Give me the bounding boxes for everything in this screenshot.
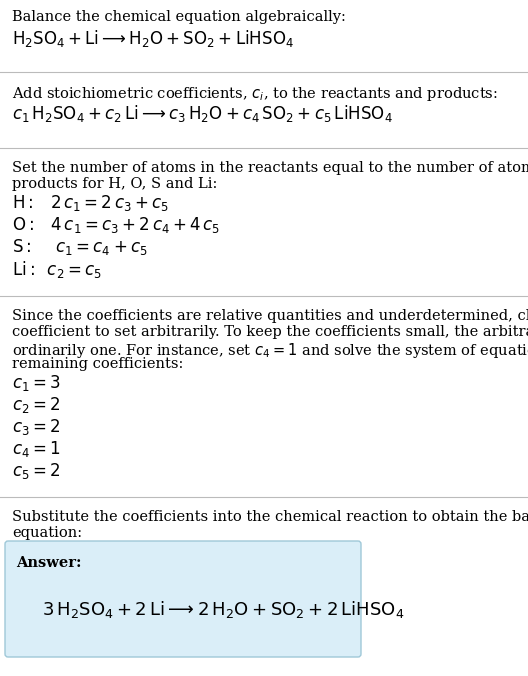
Text: Add stoichiometric coefficients, $c_i$, to the reactants and products:: Add stoichiometric coefficients, $c_i$, … [12, 85, 498, 103]
Text: products for H, O, S and Li:: products for H, O, S and Li: [12, 177, 218, 191]
Text: $c_3 = 2$: $c_3 = 2$ [12, 417, 60, 437]
Text: Balance the chemical equation algebraically:: Balance the chemical equation algebraica… [12, 10, 346, 24]
Text: $\mathrm{Li:}\;\; c_2 = c_5$: $\mathrm{Li:}\;\; c_2 = c_5$ [12, 259, 102, 280]
Text: $3\,\mathrm{H_2SO_4} + 2\,\mathrm{Li} \longrightarrow 2\,\mathrm{H_2O} + \mathrm: $3\,\mathrm{H_2SO_4} + 2\,\mathrm{Li} \l… [42, 599, 404, 620]
Text: remaining coefficients:: remaining coefficients: [12, 357, 183, 371]
Text: coefficient to set arbitrarily. To keep the coefficients small, the arbitrary va: coefficient to set arbitrarily. To keep … [12, 325, 528, 339]
FancyBboxPatch shape [5, 541, 361, 657]
Text: $\mathrm{O:}\;\;\; 4\,c_1 = c_3 + 2\,c_4 + 4\,c_5$: $\mathrm{O:}\;\;\; 4\,c_1 = c_3 + 2\,c_4… [12, 215, 220, 235]
Text: ordinarily one. For instance, set $c_4 = 1$ and solve the system of equations fo: ordinarily one. For instance, set $c_4 =… [12, 341, 528, 360]
Text: equation:: equation: [12, 526, 82, 540]
Text: $\mathrm{H:}\;\;\; 2\,c_1 = 2\,c_3 + c_5$: $\mathrm{H:}\;\;\; 2\,c_1 = 2\,c_3 + c_5… [12, 193, 169, 213]
Text: $\mathrm{S:}\;\quad c_1 = c_4 + c_5$: $\mathrm{S:}\;\quad c_1 = c_4 + c_5$ [12, 237, 148, 257]
Text: Answer:: Answer: [16, 556, 81, 570]
Text: $c_1 = 3$: $c_1 = 3$ [12, 373, 61, 393]
Text: $c_5 = 2$: $c_5 = 2$ [12, 461, 60, 481]
Text: Set the number of atoms in the reactants equal to the number of atoms in the: Set the number of atoms in the reactants… [12, 161, 528, 175]
Text: $c_1\,\mathrm{H_2SO_4} + c_2\,\mathrm{Li} \longrightarrow c_3\,\mathrm{H_2O} + c: $c_1\,\mathrm{H_2SO_4} + c_2\,\mathrm{Li… [12, 103, 393, 124]
Text: Substitute the coefficients into the chemical reaction to obtain the balanced: Substitute the coefficients into the che… [12, 510, 528, 524]
Text: $\mathrm{H_2SO_4 + Li} \longrightarrow \mathrm{H_2O + SO_2 + LiHSO_4}$: $\mathrm{H_2SO_4 + Li} \longrightarrow \… [12, 28, 294, 49]
Text: Since the coefficients are relative quantities and underdetermined, choose a: Since the coefficients are relative quan… [12, 309, 528, 323]
Text: $c_2 = 2$: $c_2 = 2$ [12, 395, 60, 415]
Text: $c_4 = 1$: $c_4 = 1$ [12, 439, 61, 459]
